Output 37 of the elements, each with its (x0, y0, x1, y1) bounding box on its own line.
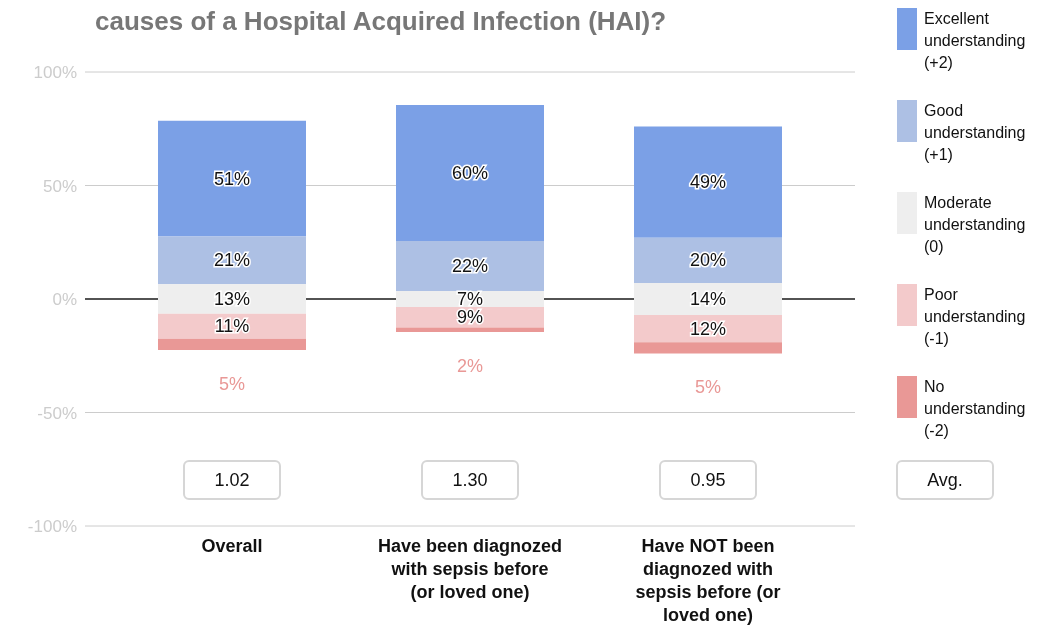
data-label: 14% (689, 289, 727, 309)
data-label: 12% (689, 318, 727, 339)
data-label: 20% (689, 250, 727, 271)
data-label: 51% (213, 168, 251, 189)
bar (158, 120, 306, 237)
text: Poor understanding (-1) (924, 285, 1027, 349)
bar (634, 126, 782, 238)
bar (396, 241, 544, 292)
bar (634, 237, 782, 284)
text: Good understanding (+1) (924, 101, 1027, 165)
bar (396, 327, 544, 332)
chart-title: causes of a Hospital Acquired Infection (HAI)? (95, 6, 667, 37)
value-box: 0.95 (659, 460, 757, 500)
x-tick-label: Have been diagnozed with sepsis before (or loved one) (377, 536, 563, 602)
bar (158, 338, 306, 351)
value-box: 1.02 (183, 460, 281, 500)
text: Excellent understanding (+2) (924, 9, 1027, 73)
bar (634, 342, 782, 354)
value-box: 1.30 (421, 460, 519, 500)
text: Moderate understanding (0) (924, 193, 1027, 257)
data-label: 5% (218, 374, 246, 395)
data-label: 7% (456, 289, 484, 309)
data-label: 5% (694, 377, 722, 398)
x-tick-label: Have NOT been diagnozed with sepsis before (or loved one) (635, 536, 781, 625)
bar (158, 236, 306, 285)
data-label: 49% (689, 172, 727, 193)
data-label: 2% (456, 355, 484, 376)
data-label: 60% (451, 163, 489, 184)
text: No understanding (-2) (924, 377, 1027, 441)
bar (396, 104, 544, 242)
value-box: Avg. (896, 460, 994, 500)
data-label: 11% (214, 316, 250, 337)
data-label: 9% (456, 307, 484, 328)
data-label: 21% (213, 250, 251, 271)
x-tick-label: Overall (201, 536, 263, 556)
data-label: 13% (213, 289, 251, 309)
data-label: 22% (451, 256, 489, 277)
